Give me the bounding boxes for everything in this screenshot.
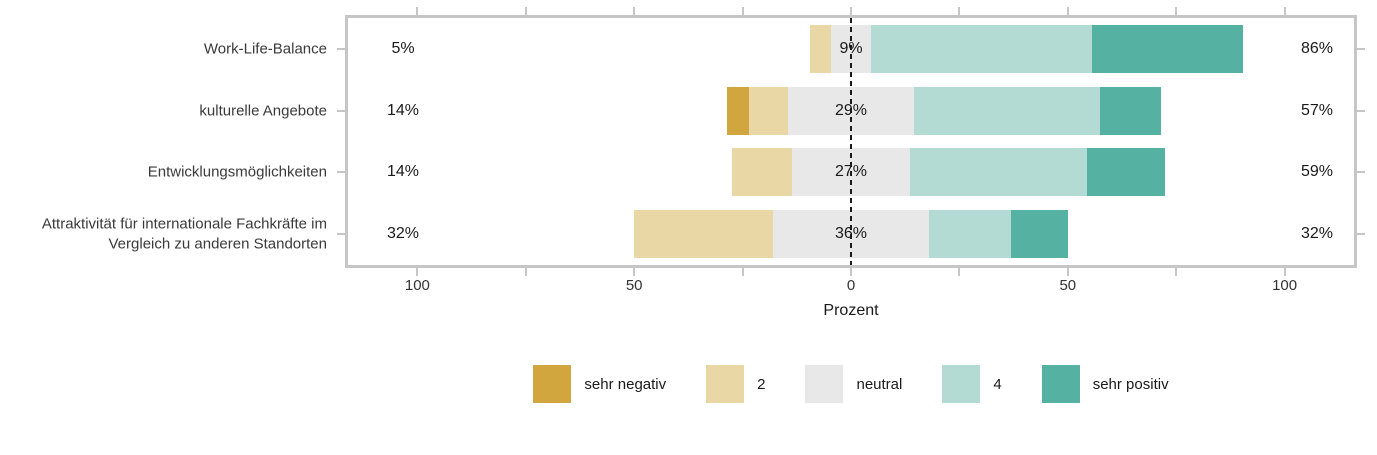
x-axis-tick-label: 100 bbox=[1272, 277, 1298, 294]
x-axis-tick bbox=[958, 268, 961, 276]
x-axis-tick bbox=[416, 7, 419, 15]
positive-total-label: 57% bbox=[1300, 101, 1334, 119]
x-axis-tick bbox=[524, 268, 527, 276]
y-axis-tick bbox=[337, 109, 345, 112]
y-axis-tick bbox=[337, 47, 345, 50]
category-labels-column: Work-Life-Balance kulturelle Angebote Entw… bbox=[0, 18, 333, 265]
category-label: kulturelle Angebote bbox=[199, 101, 327, 119]
legend-label: 4 bbox=[993, 375, 1002, 393]
bar-segment-4 bbox=[913, 86, 1101, 135]
legend-swatch-2 bbox=[706, 365, 745, 403]
bar-segment-4 bbox=[909, 148, 1088, 197]
bar-segment-sehr-negativ bbox=[727, 86, 750, 135]
bar-segment-sehr-positiv bbox=[1091, 24, 1244, 73]
legend-item: neutral bbox=[805, 365, 902, 403]
legend-item: 4 bbox=[942, 365, 1002, 403]
zero-reference-line bbox=[850, 18, 852, 265]
negative-total-label: 32% bbox=[386, 225, 420, 243]
bar-segment-2 bbox=[731, 148, 793, 197]
negative-total-label: 14% bbox=[386, 101, 420, 119]
legend-swatch-sehr-positiv bbox=[1041, 365, 1080, 403]
x-axis-tick bbox=[1175, 268, 1178, 276]
x-axis-tick-label: 50 bbox=[1059, 277, 1077, 294]
y-axis-tick bbox=[337, 171, 345, 174]
y-axis-tick bbox=[1357, 233, 1365, 236]
category-label: Attraktivität für internationale Fachkrä… bbox=[41, 215, 327, 253]
bar-segment-4 bbox=[929, 210, 1012, 259]
x-axis-tick bbox=[958, 7, 961, 15]
positive-total-label: 32% bbox=[1300, 225, 1334, 243]
positive-total-label: 59% bbox=[1300, 163, 1334, 181]
plot-panel: 9%5%86%29%14%57%27%14%59%36%32%32% bbox=[337, 7, 1365, 276]
x-axis-tick bbox=[1066, 7, 1069, 15]
x-axis-tick bbox=[1283, 7, 1286, 15]
legend-item: sehr positiv bbox=[1041, 365, 1169, 403]
x-axis: 100 50 0 50 100 bbox=[348, 277, 1354, 297]
legend-label: sehr positiv bbox=[1092, 375, 1169, 393]
bar-segment-sehr-positiv bbox=[1011, 210, 1068, 259]
legend-item: sehr negativ bbox=[533, 365, 666, 403]
bar-segment-2 bbox=[809, 24, 832, 73]
y-axis-tick bbox=[1357, 109, 1365, 112]
bar-segment-4 bbox=[870, 24, 1092, 73]
legend-swatch-sehr-negativ bbox=[533, 365, 572, 403]
legend: sehr negativ 2 neutral 4 sehr positiv bbox=[345, 364, 1357, 404]
legend-label: neutral bbox=[856, 375, 903, 393]
plot-area: 9%5%86%29%14%57%27%14%59%36%32%32% bbox=[337, 7, 1365, 276]
x-axis-tick bbox=[524, 7, 527, 15]
legend-swatch-4 bbox=[942, 365, 981, 403]
legend-item: 2 bbox=[706, 365, 765, 403]
legend-swatch-neutral bbox=[805, 365, 844, 403]
negative-total-label: 14% bbox=[386, 163, 420, 181]
x-axis-title: Prozent bbox=[823, 302, 879, 319]
x-axis-tick bbox=[850, 268, 852, 276]
legend-label: 2 bbox=[757, 375, 766, 393]
bar-row: 9% bbox=[348, 24, 1354, 73]
positive-total-label: 86% bbox=[1300, 39, 1334, 57]
x-axis-tick-label: 0 bbox=[846, 277, 856, 294]
x-axis-tick bbox=[416, 268, 419, 276]
x-axis-tick bbox=[741, 7, 744, 15]
category-label: Entwicklungsmöglichkeiten bbox=[147, 163, 327, 181]
x-axis-tick-label: 100 bbox=[404, 277, 430, 294]
legend-label: sehr negativ bbox=[584, 375, 667, 393]
bar-segment-2 bbox=[749, 86, 789, 135]
x-axis-tick bbox=[633, 7, 636, 15]
y-axis-tick bbox=[337, 233, 345, 236]
x-axis-tick-label: 50 bbox=[625, 277, 643, 294]
x-axis-tick bbox=[1175, 7, 1178, 15]
x-axis-tick bbox=[741, 268, 744, 276]
y-axis-tick bbox=[1357, 171, 1365, 174]
x-axis-tick bbox=[850, 7, 852, 15]
category-label: Work-Life-Balance bbox=[203, 40, 327, 58]
bar-row: 29% bbox=[348, 86, 1354, 135]
negative-total-label: 5% bbox=[391, 39, 415, 57]
y-axis-tick bbox=[1357, 47, 1365, 50]
bar-segment-sehr-positiv bbox=[1100, 86, 1162, 135]
bar-segment-sehr-positiv bbox=[1087, 148, 1166, 197]
bar-segment-2 bbox=[634, 210, 773, 259]
x-axis-tick bbox=[1066, 268, 1069, 276]
x-axis-tick bbox=[633, 268, 636, 276]
x-axis-tick bbox=[1283, 268, 1286, 276]
